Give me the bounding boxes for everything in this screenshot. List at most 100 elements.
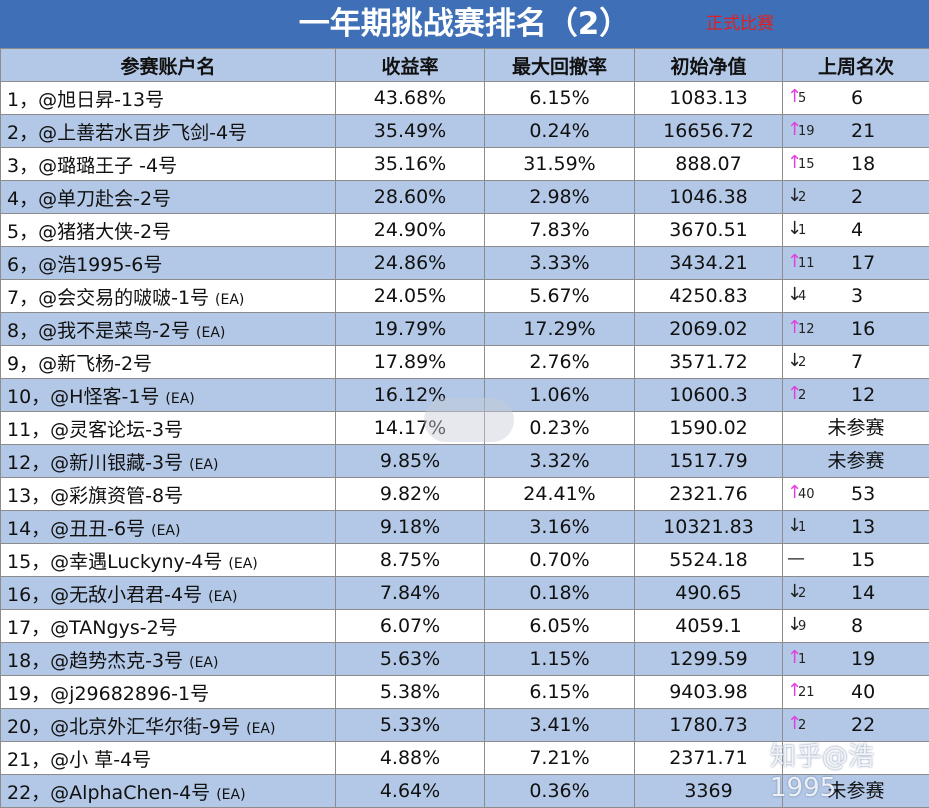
account-name-cell: 20，@北京外汇华尔街-9号 (EA)	[1, 709, 336, 742]
return-cell: 5.38%	[336, 676, 485, 709]
return-cell: 6.07%	[336, 610, 485, 643]
account-name: 12，@新川银藏-3号	[7, 452, 183, 474]
drawdown-cell: 17.29%	[485, 313, 635, 346]
drawdown-cell: 6.15%	[485, 676, 635, 709]
not-participated-label: 未参赛	[783, 412, 929, 444]
prev-rank: 22	[851, 714, 875, 736]
header-return: 收益率	[336, 49, 485, 82]
drawdown-cell: 0.70%	[485, 544, 635, 577]
rank-change: 2	[798, 586, 806, 601]
prev-rank: 21	[851, 120, 875, 142]
header-drawdown: 最大回撤率	[485, 49, 635, 82]
drawdown-cell: 0.36%	[485, 775, 635, 808]
drawdown-cell: 3.16%	[485, 511, 635, 544]
account-name-cell: 2，@上善若水百步飞剑-4号	[1, 115, 336, 148]
drawdown-cell: 3.32%	[485, 445, 635, 478]
account-name: 14，@丑丑-6号	[7, 518, 145, 540]
nav-cell: 4250.83	[635, 280, 783, 313]
rank-change: 40	[798, 487, 815, 502]
return-cell: 7.84%	[336, 577, 485, 610]
rank-change: 11	[798, 256, 815, 271]
drawdown-cell: 1.15%	[485, 643, 635, 676]
account-name: 17，@TANgys-2号	[7, 617, 178, 639]
account-name: 15，@幸遇Luckyny-4号	[7, 551, 222, 573]
ea-badge: (EA)	[165, 391, 194, 407]
return-cell: 4.88%	[336, 742, 485, 775]
prev-rank: 15	[851, 549, 875, 571]
return-cell: 17.89%	[336, 346, 485, 379]
account-name-cell: 14，@丑丑-6号 (EA)	[1, 511, 336, 544]
account-name-cell: 1，@旭日昇-13号	[1, 82, 336, 115]
drawdown-cell: 6.05%	[485, 610, 635, 643]
account-name-cell: 10，@H怪客-1号(EA)	[1, 379, 336, 412]
nav-cell: 1780.73	[635, 709, 783, 742]
title-tag: 正式比赛	[706, 12, 774, 36]
page-title: 一年期挑战赛排名（2）	[0, 3, 929, 45]
rank-change: 2	[798, 190, 806, 205]
drawdown-cell: 2.98%	[485, 181, 635, 214]
account-name: 2，@上善若水百步飞剑-4号	[7, 122, 247, 144]
account-name-cell: 4，@单刀赴会-2号	[1, 181, 336, 214]
prev-rank: 40	[851, 681, 875, 703]
prev-rank: 17	[851, 252, 875, 274]
account-name: 13，@彩旗资管-8号	[7, 485, 183, 507]
rank-change: 1	[798, 652, 806, 667]
ea-badge: (EA)	[151, 523, 180, 539]
prev-rank: 7	[851, 351, 863, 373]
title-banner: 一年期挑战赛排名（2） 正式比赛	[0, 0, 929, 48]
nav-cell: 1046.38	[635, 181, 783, 214]
account-name: 9，@新飞杨-2号	[7, 353, 152, 375]
drawdown-cell: 0.18%	[485, 577, 635, 610]
nav-cell: 1083.13	[635, 82, 783, 115]
account-name: 19，@j29682896-1号	[7, 683, 209, 705]
account-name: 1，@旭日昇-13号	[7, 89, 164, 111]
rank-change: 4	[798, 289, 806, 304]
prev-rank-cell: 未参赛	[783, 445, 929, 478]
drawdown-cell: 7.21%	[485, 742, 635, 775]
prev-rank: 8	[851, 615, 863, 637]
return-cell: 35.49%	[336, 115, 485, 148]
account-name: 5，@猪猪大侠-2号	[7, 221, 171, 243]
account-name-cell: 11，@灵客论坛-3号	[1, 412, 336, 445]
account-name-cell: 13，@彩旗资管-8号	[1, 478, 336, 511]
nav-cell: 10600.3	[635, 379, 783, 412]
account-name: 6，@浩1995-6号	[7, 254, 162, 276]
account-name: 16，@无敌小君君-4号	[7, 584, 202, 606]
prev-rank: 3	[851, 285, 863, 307]
rank-change: 2	[798, 355, 806, 370]
nav-cell: 4059.1	[635, 610, 783, 643]
account-name-cell: 9，@新飞杨-2号	[1, 346, 336, 379]
account-name-cell: 17，@TANgys-2号	[1, 610, 336, 643]
ea-badge: (EA)	[246, 721, 275, 737]
rank-change: 2	[798, 718, 806, 733]
account-name-cell: 21，@小 草-4号	[1, 742, 336, 775]
ea-badge: (EA)	[189, 655, 218, 671]
account-name: 18，@趋势杰克-3号	[7, 650, 183, 672]
nav-cell: 2321.76	[635, 478, 783, 511]
account-name: 20，@北京外汇华尔街-9号	[7, 716, 240, 738]
prev-rank: 6	[851, 87, 863, 109]
prev-rank: 12	[851, 384, 875, 406]
ea-badge: (EA)	[215, 292, 244, 308]
return-cell: 5.33%	[336, 709, 485, 742]
ea-badge: (EA)	[196, 325, 225, 341]
rank-change: 12	[798, 322, 815, 337]
drawdown-cell: 7.83%	[485, 214, 635, 247]
prev-rank: 4	[851, 219, 863, 241]
account-name-cell: 12，@新川银藏-3号(EA)	[1, 445, 336, 478]
